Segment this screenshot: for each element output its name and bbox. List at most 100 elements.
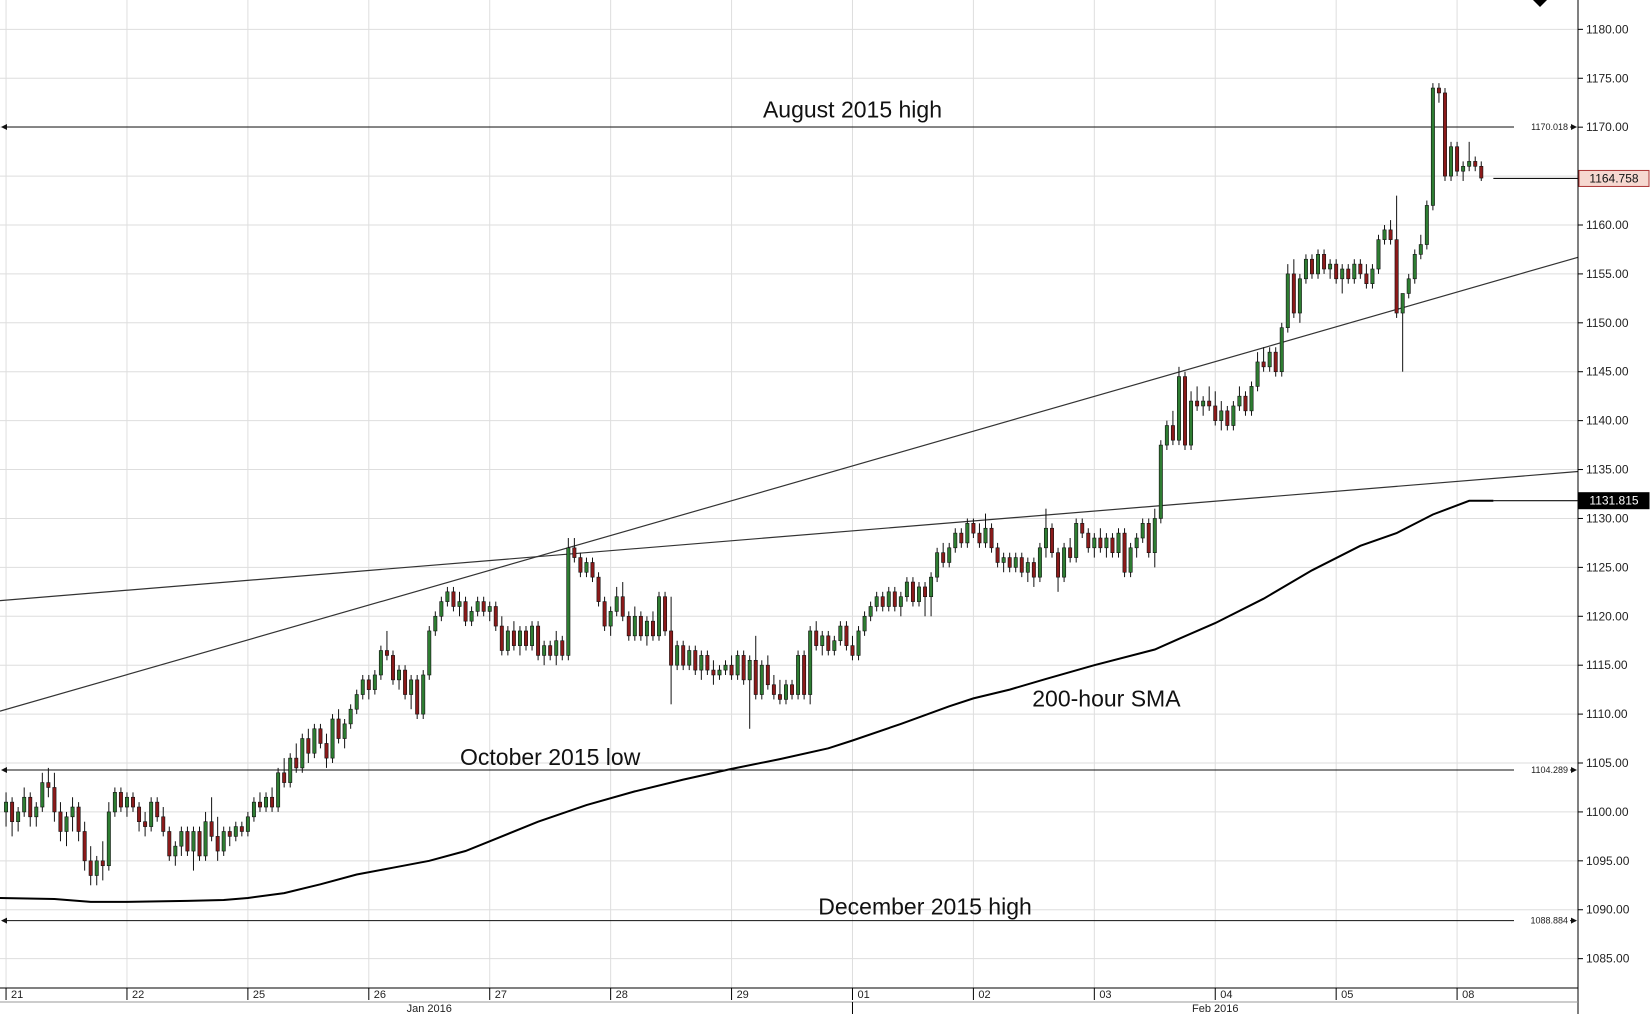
candle-down: [1031, 562, 1036, 578]
candle-down: [1364, 273, 1369, 284]
candle-up: [1037, 547, 1042, 578]
candle-down: [46, 782, 51, 788]
candle-down: [499, 625, 504, 651]
y-tick-label: 1150.00: [1586, 316, 1629, 330]
candle-up: [457, 601, 462, 607]
candle-down: [197, 831, 202, 857]
candle-up: [1062, 547, 1067, 578]
candle-down: [28, 796, 33, 818]
candle-down: [1322, 254, 1327, 270]
candle-up: [1013, 557, 1018, 568]
month-label: Jan 2016: [407, 1003, 452, 1014]
candle-down: [560, 640, 565, 656]
candle-down: [590, 562, 595, 578]
candle-down: [1056, 552, 1061, 578]
candle-up: [505, 630, 510, 651]
candle-up: [397, 669, 401, 681]
candle-up: [983, 527, 988, 544]
candle-up: [34, 806, 39, 818]
x-tick-label: 27: [495, 989, 507, 1001]
candle-up: [632, 615, 637, 637]
candle-up: [245, 816, 250, 832]
candle-down: [227, 831, 232, 837]
y-tick-label: 1180.00: [1586, 22, 1629, 36]
candle-up: [1316, 254, 1320, 275]
candle-down: [451, 591, 456, 607]
candle-up: [644, 620, 649, 637]
level-arrow-right: [1571, 766, 1577, 773]
candle-down: [294, 757, 299, 769]
candle-up: [221, 831, 226, 852]
sma-price-badge: [1578, 492, 1650, 510]
candle-down: [790, 684, 794, 695]
annotation-label: 200-hour SMA: [1032, 685, 1181, 711]
candle-down: [753, 659, 758, 695]
candle-down: [384, 650, 389, 656]
candle-down: [403, 669, 408, 695]
candle-up: [1279, 327, 1284, 373]
candle-down: [306, 738, 311, 754]
candle-down: [1273, 351, 1278, 373]
x-tick-label: 01: [857, 989, 869, 1001]
candle-up: [288, 757, 293, 783]
candle-up: [1400, 293, 1405, 314]
candle-down: [626, 615, 631, 637]
candle-up: [1043, 527, 1048, 549]
candle-up: [469, 611, 474, 622]
candle-up: [874, 596, 879, 607]
candle-up: [1152, 518, 1157, 553]
candle-down: [1183, 376, 1187, 446]
candle-up: [251, 801, 256, 818]
candle-down: [481, 601, 486, 612]
candle-up: [1255, 361, 1260, 387]
candle-down: [1050, 527, 1054, 553]
candle-up: [820, 635, 825, 646]
level-value-label: 1170.018: [1531, 122, 1568, 132]
candle-up: [1140, 523, 1145, 539]
candle-up: [360, 679, 365, 695]
candle-down: [880, 596, 885, 607]
candle-up: [276, 772, 281, 808]
y-tick-label: 1095.00: [1586, 854, 1630, 868]
candle-down: [82, 831, 87, 862]
candle-down: [802, 655, 807, 695]
candle-down: [826, 635, 831, 651]
candle-up: [1370, 268, 1375, 284]
candle-up: [203, 821, 208, 857]
candle-up: [1237, 395, 1242, 407]
candle-up: [22, 796, 27, 813]
candle-down: [1007, 557, 1012, 568]
annotation-label: December 2015 high: [818, 894, 1032, 920]
candle-up: [312, 728, 317, 754]
candle-up: [1231, 405, 1236, 426]
level-label-bg: [1514, 914, 1570, 927]
candle-up: [687, 650, 692, 666]
candle-up: [759, 664, 764, 695]
candle-up: [904, 581, 909, 598]
candle-up: [542, 645, 547, 656]
candle-up: [1158, 444, 1163, 519]
candle-up: [16, 811, 21, 823]
candle-up: [1267, 351, 1272, 368]
candle-up: [487, 606, 492, 612]
candle-down: [681, 645, 686, 666]
candle-down: [910, 581, 915, 602]
level-label-bg: [1514, 763, 1570, 776]
candle-down: [493, 606, 498, 627]
scroll-marker-icon: [1533, 0, 1547, 7]
candle-down: [596, 576, 601, 602]
candle-up: [64, 816, 69, 832]
candle-up: [348, 708, 353, 725]
y-tick-label: 1100.00: [1586, 805, 1629, 819]
y-tick-label: 1130.00: [1586, 511, 1629, 525]
candle-up: [747, 659, 752, 681]
candle-up: [917, 586, 921, 602]
candle-up: [808, 630, 813, 695]
price-axis: 1085.00 1090.00 1095.00 1100.00 1105.00 1110.…: [1578, 22, 1630, 966]
candle-up: [717, 669, 722, 676]
candle-down: [1455, 146, 1460, 172]
level-value-label: 1104.289: [1531, 765, 1568, 775]
candle-up: [70, 806, 75, 818]
level-arrow-left: [1, 123, 7, 130]
